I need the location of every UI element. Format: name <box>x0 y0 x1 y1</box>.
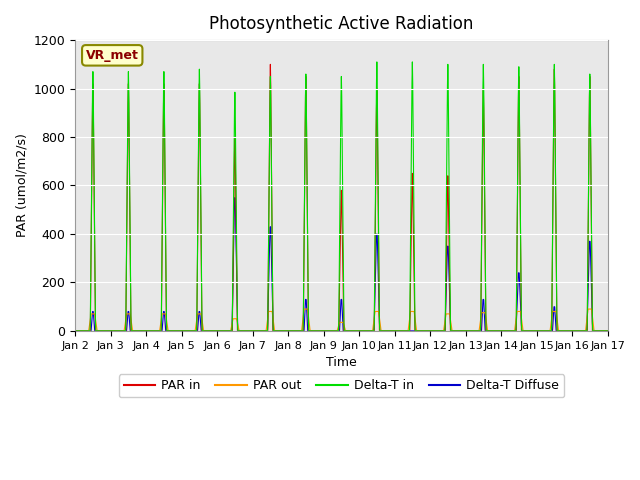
Title: Photosynthetic Active Radiation: Photosynthetic Active Radiation <box>209 15 474 33</box>
Y-axis label: PAR (umol/m2/s): PAR (umol/m2/s) <box>15 133 28 238</box>
Legend: PAR in, PAR out, Delta-T in, Delta-T Diffuse: PAR in, PAR out, Delta-T in, Delta-T Dif… <box>118 374 564 397</box>
X-axis label: Time: Time <box>326 356 356 369</box>
Text: VR_met: VR_met <box>86 49 139 62</box>
